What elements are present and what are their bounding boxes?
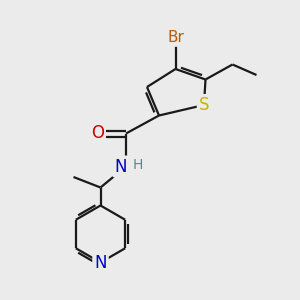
Text: Br: Br [167, 30, 184, 45]
Text: H: H [132, 158, 142, 172]
Text: N: N [114, 158, 127, 175]
Text: N: N [94, 254, 107, 272]
Text: S: S [199, 96, 209, 114]
Text: O: O [91, 124, 104, 142]
